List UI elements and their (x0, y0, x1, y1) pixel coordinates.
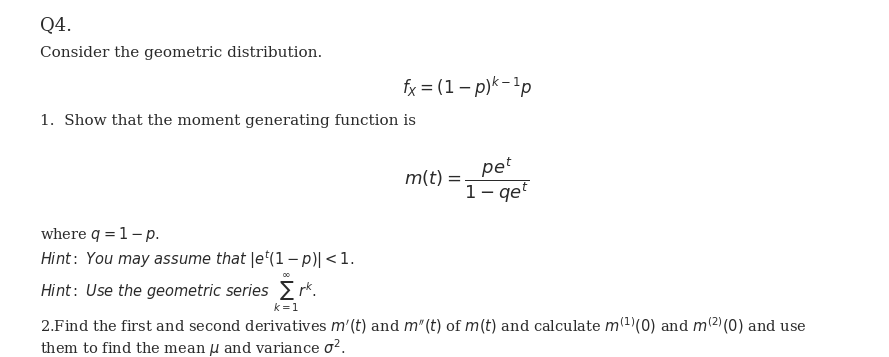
Text: $m(t) = \dfrac{pe^t}{1 - qe^t}$: $m(t) = \dfrac{pe^t}{1 - qe^t}$ (404, 155, 529, 205)
Text: them to find the mean $\mu$ and variance $\sigma^2$.: them to find the mean $\mu$ and variance… (40, 337, 346, 357)
Text: Q4.: Q4. (40, 16, 72, 34)
Text: $f_X = (1-p)^{k-1}p$: $f_X = (1-p)^{k-1}p$ (402, 75, 532, 100)
Text: Consider the geometric distribution.: Consider the geometric distribution. (40, 46, 322, 60)
Text: $\mathit{Hint}\mathit{:}$ $\mathit{Use\ the\ geometric\ series\ }\sum_{k=1}^{\in: $\mathit{Hint}\mathit{:}$ $\mathit{Use\ … (40, 272, 316, 314)
Text: where $q = 1 - p.$: where $q = 1 - p.$ (40, 225, 160, 244)
Text: $\mathit{Hint}\mathit{:}$ $\mathit{You\ may\ assume\ that\ |e^t(1 - p)| < 1.}$: $\mathit{Hint}\mathit{:}$ $\mathit{You\ … (40, 248, 354, 271)
Text: 2.Find the first and second derivatives $m'(t)$ and $m''(t)$ of $m(t)$ and calcu: 2.Find the first and second derivatives … (40, 315, 806, 336)
Text: 1.  Show that the moment generating function is: 1. Show that the moment generating funct… (40, 114, 416, 128)
